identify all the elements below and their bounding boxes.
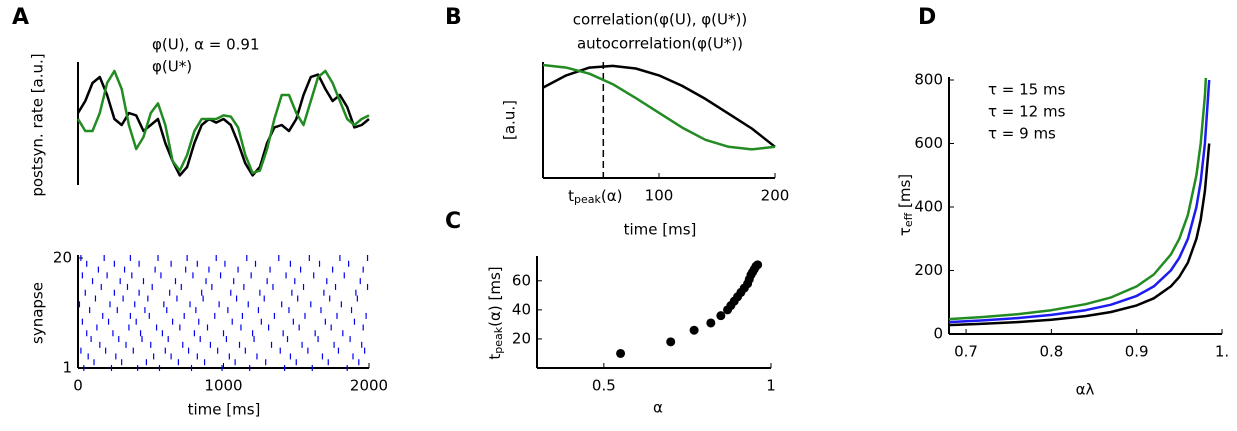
- legend-entry: autocorrelation(φ(U*)): [577, 35, 743, 53]
- legend-entry: correlation(φ(U), φ(U*)): [573, 11, 747, 29]
- x-tick-label: 0.8: [1039, 343, 1063, 361]
- x-tick-label: 0: [73, 377, 83, 395]
- y-axis-label: τeff [ms]: [896, 174, 916, 236]
- point: [716, 311, 726, 321]
- panel-label: C: [445, 209, 461, 234]
- y-axis-label-part: (α) [ms]: [486, 266, 504, 327]
- y-tick-label: 60: [512, 271, 531, 289]
- point: [666, 337, 676, 347]
- y-axis-label: tpeak(α) [ms]: [486, 266, 506, 359]
- peak-marker-label: tpeak(α): [568, 187, 622, 207]
- y-axis-label-part: τ: [896, 227, 914, 236]
- y-axis-label-part: peak: [492, 326, 505, 353]
- x-tick-label: 100: [645, 187, 674, 205]
- x-tick-label: 1.: [1215, 343, 1229, 361]
- legend-entry: φ(U), α = 0.91: [152, 36, 260, 54]
- series-line: [76, 69, 370, 175]
- point: [706, 318, 716, 328]
- y-axis-label: synapse: [29, 282, 47, 344]
- x-axis-label: α: [653, 399, 663, 417]
- y-tick-label: 400: [914, 198, 943, 216]
- x-axis-label: time [ms]: [188, 401, 261, 419]
- x-tick-label: 0.9: [1125, 343, 1149, 361]
- y-tick-label: 1: [62, 359, 72, 377]
- peak-marker-label-part: peak: [574, 193, 601, 206]
- y-tick-label: 600: [914, 134, 943, 152]
- peak-marker-label-part: t: [568, 187, 574, 205]
- x-tick-label: 0.7: [954, 343, 978, 361]
- series-line: [949, 79, 1211, 324]
- x-tick-label: 200: [761, 187, 790, 205]
- legend-entry: φ(U*): [152, 58, 192, 76]
- point: [689, 325, 699, 335]
- y-axis-label-part: t: [486, 354, 504, 360]
- x-axis-label: αλ: [1076, 381, 1095, 399]
- legend-entry: τ = 15 ms: [988, 81, 1066, 99]
- panel-label: D: [918, 5, 936, 30]
- series-line: [949, 143, 1211, 327]
- y-tick-label: 20: [53, 249, 72, 267]
- y-tick-label: 40: [512, 300, 531, 318]
- x-tick-label: 2000: [350, 377, 388, 395]
- peak-marker-label-part: (α): [601, 187, 623, 205]
- y-axis-label-part: [ms]: [896, 174, 914, 213]
- y-tick-label: 800: [914, 71, 943, 89]
- point: [616, 348, 626, 358]
- panel-label: A: [12, 5, 29, 30]
- y-tick-label: 200: [914, 261, 943, 279]
- panel-label: B: [445, 5, 462, 30]
- series-line: [542, 63, 776, 151]
- point: [753, 260, 763, 270]
- y-axis-label: postsyn. rate [a.u.]: [29, 53, 47, 196]
- x-axis-label: time [ms]: [624, 221, 697, 239]
- y-axis-label-part: eff: [902, 212, 915, 227]
- y-tick-label: 0: [933, 325, 943, 343]
- x-tick-label: 1000: [204, 377, 242, 395]
- series-line: [542, 64, 776, 148]
- y-tick-label: 20: [512, 329, 531, 347]
- legend-entry: τ = 9 ms: [988, 125, 1056, 143]
- series-line: [949, 78, 1208, 321]
- legend-entry: τ = 12 ms: [988, 103, 1066, 121]
- y-axis-label: [a.u.]: [501, 100, 519, 140]
- x-tick-label: 1: [766, 377, 776, 395]
- x-tick-label: 0.5: [592, 377, 616, 395]
